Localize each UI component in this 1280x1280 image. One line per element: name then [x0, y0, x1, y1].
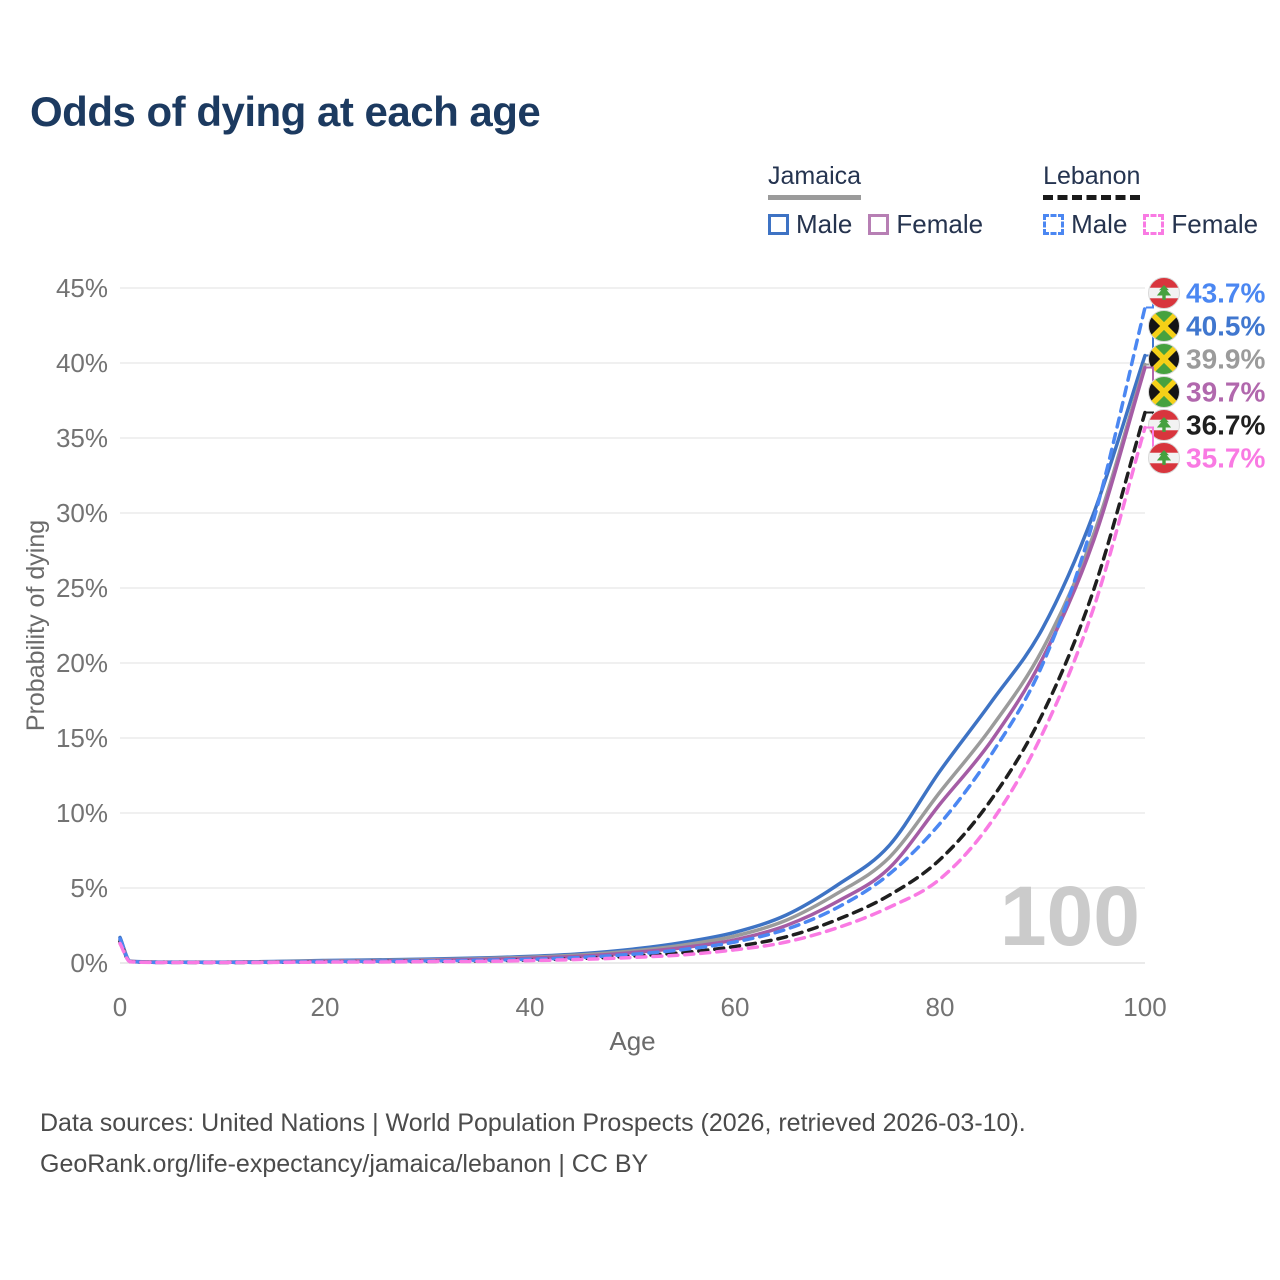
- legend-swatch-jamaica-male: [768, 214, 789, 235]
- series-line-lebanon-male: [118, 305, 1147, 965]
- end-label-value-lebanon-male: 43.7%: [1186, 278, 1265, 309]
- legend-group-jamaica: Jamaica Male Female: [768, 162, 983, 240]
- footer: Data sources: United Nations | World Pop…: [40, 1103, 1026, 1185]
- flag-icon-lebanon: [1148, 277, 1180, 309]
- y-tick-label: 5%: [70, 873, 108, 903]
- legend-item-jamaica-female[interactable]: Female: [868, 209, 983, 240]
- legend-label: Female: [896, 209, 984, 239]
- legend-label: Female: [1171, 209, 1259, 239]
- legend-label: Male: [796, 209, 853, 239]
- series-line-jamaica-female: [118, 365, 1147, 965]
- x-axis-title: Age: [609, 1026, 655, 1056]
- legend-label: Male: [1071, 209, 1128, 239]
- legend-country-lebanon: Lebanon: [1043, 162, 1141, 200]
- y-tick-label: 35%: [56, 423, 108, 453]
- flag-icon-jamaica: [1148, 310, 1180, 342]
- mortality-chart: 0% 5% 10% 15% 20% 25% 30% 35% 40% 45% 100 0 20 40 60 80…: [22, 273, 1265, 1056]
- y-tick-label: 40%: [56, 348, 108, 378]
- legend-group-lebanon: Lebanon Male Female: [1043, 162, 1258, 240]
- legend-country-jamaica: Jamaica: [768, 162, 862, 200]
- legend-item-lebanon-female[interactable]: Female: [1143, 209, 1258, 240]
- x-tick-label: 100: [1123, 992, 1166, 1022]
- legend: Jamaica Male Female Lebanon Male Female: [768, 162, 1258, 240]
- series-line-lebanon-both-sexes: [118, 410, 1147, 965]
- footer-data-sources: Data sources: United Nations | World Pop…: [40, 1109, 1026, 1137]
- legend-swatch-jamaica-female: [868, 214, 890, 235]
- legend-items-jamaica: Male Female: [768, 209, 983, 240]
- flag-icon-jamaica: [1148, 343, 1180, 375]
- y-tick-label: 15%: [56, 723, 108, 753]
- page-title: Odds of dying at each age: [30, 88, 541, 135]
- end-label-value-jamaica-both-sexes: 39.9%: [1186, 344, 1265, 375]
- series-line-jamaica-male: [118, 353, 1147, 964]
- y-tick-label: 25%: [56, 573, 108, 603]
- legend-swatch-lebanon-male: [1043, 214, 1065, 235]
- y-tick-label: 30%: [56, 498, 108, 528]
- y-tick-label: 0%: [70, 948, 108, 978]
- y-tick-label: 10%: [56, 798, 108, 828]
- y-axis-title: Probability of dying: [22, 520, 50, 731]
- series-line-lebanon-female: [118, 425, 1147, 965]
- x-tick-label: 60: [721, 992, 750, 1022]
- y-tick-label: 20%: [56, 648, 108, 678]
- flag-icon-lebanon: [1148, 442, 1180, 474]
- legend-item-lebanon-male[interactable]: Male: [1043, 209, 1127, 240]
- x-tick-label: 40: [516, 992, 545, 1022]
- legend-item-jamaica-male[interactable]: Male: [768, 209, 852, 240]
- end-label-value-jamaica-male: 40.5%: [1186, 311, 1265, 342]
- legend-items-lebanon: Male Female: [1043, 209, 1258, 240]
- end-label-value-lebanon-female: 35.7%: [1186, 443, 1265, 474]
- end-label-value-lebanon-both-sexes: 36.7%: [1186, 410, 1265, 441]
- x-tick-label: 20: [311, 992, 340, 1022]
- end-label-value-jamaica-female: 39.7%: [1186, 377, 1265, 408]
- x-tick-label: 0: [113, 992, 127, 1022]
- flag-icon-jamaica: [1148, 376, 1180, 408]
- x-tick-label: 80: [926, 992, 955, 1022]
- watermark-age: 100: [1000, 869, 1140, 963]
- legend-swatch-lebanon-female: [1143, 214, 1165, 235]
- y-tick-label: 45%: [56, 273, 108, 303]
- footer-attribution: GeoRank.org/life-expectancy/jamaica/leba…: [40, 1150, 649, 1178]
